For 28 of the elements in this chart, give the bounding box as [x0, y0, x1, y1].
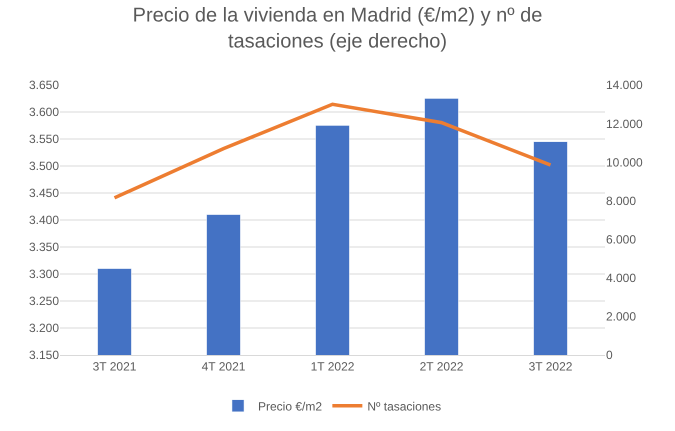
y2-tick-label: 0 [606, 348, 613, 362]
y2-tick-label: 2.000 [606, 310, 636, 324]
x-tick-label: 4T 2021 [202, 359, 246, 374]
y-tick-label: 3.450 [28, 186, 60, 200]
line-series [112, 102, 552, 200]
y-tick-label: 3.500 [28, 159, 60, 174]
y2-tick-label: 6.000 [606, 232, 636, 246]
x-tick-label: 3T 2021 [92, 359, 137, 374]
x-tick-label: 1T 2022 [310, 359, 355, 374]
x-tick-label: 2T 2022 [420, 359, 464, 374]
y2-tick-label: 12.000 [606, 116, 644, 131]
y-tick-label: 3.300 [28, 267, 60, 282]
legend-label: Nº tasaciones [367, 399, 442, 414]
y-tick-label: 3.200 [28, 321, 60, 336]
y-tick-label: 3.650 [28, 78, 60, 92]
y-tick-label: 3.150 [28, 348, 60, 362]
y2-tick-label: 4.000 [606, 271, 636, 286]
y-tick-label: 3.550 [28, 132, 60, 146]
y-tick-label: 3.400 [28, 213, 60, 228]
legend-label: Precio €/m2 [258, 399, 322, 414]
y2-tick-label: 10.000 [606, 155, 644, 170]
chart-title: Precio de la vivienda en Madrid (€/m2) y nº de tasaciones (eje derecho) [132, 4, 542, 53]
y-tick-label: 3.350 [28, 240, 60, 254]
x-tick-label: 3T 2022 [528, 359, 573, 374]
y2-tick-label: 8.000 [606, 194, 636, 208]
y2-tick-label: 14.000 [606, 78, 644, 92]
y-tick-label: 3.600 [28, 105, 60, 120]
y-tick-label: 3.250 [28, 294, 60, 308]
